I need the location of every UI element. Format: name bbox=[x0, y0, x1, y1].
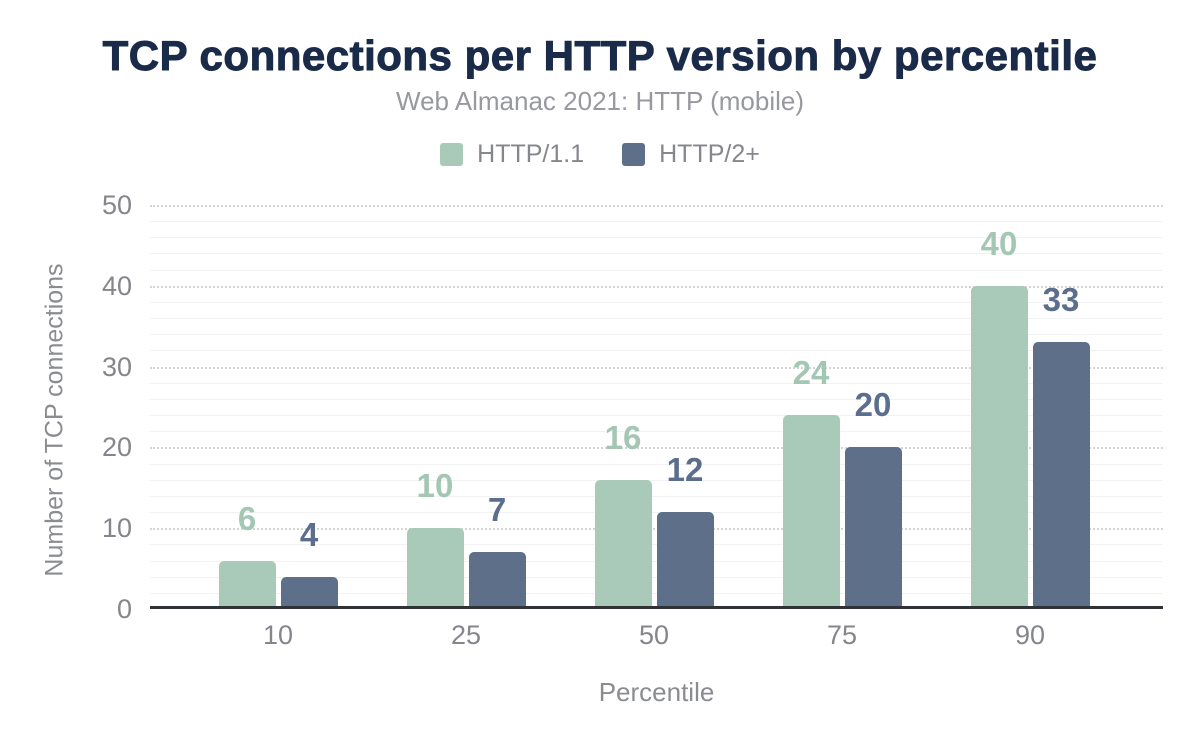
minor-gridline bbox=[150, 301, 1163, 303]
x-axis-title: Percentile bbox=[598, 677, 715, 707]
bar-http11-p50[interactable] bbox=[594, 479, 652, 609]
minor-gridline bbox=[150, 479, 1163, 481]
y-axis-tick-label-50: 50 bbox=[101, 190, 132, 220]
minor-gridline bbox=[150, 415, 1163, 417]
minor-gridline bbox=[150, 237, 1163, 239]
x-axis-tick-label-90: 90 bbox=[1014, 620, 1046, 650]
y-axis-tick-label-40: 40 bbox=[101, 270, 132, 301]
major-gridline bbox=[150, 447, 1163, 450]
minor-gridline bbox=[150, 382, 1163, 384]
x-axis-tick-label-25: 25 bbox=[450, 620, 482, 650]
minor-gridline bbox=[150, 269, 1163, 271]
legend-item-http11[interactable]: HTTP/1.1 bbox=[440, 140, 584, 169]
chart-subtitle: Web Almanac 2021: HTTP (mobile) bbox=[396, 86, 804, 116]
minor-gridline bbox=[150, 398, 1163, 400]
bar-value-label-http2-p10: 4 bbox=[299, 515, 319, 553]
legend-label: HTTP/1.1 bbox=[477, 140, 585, 168]
bar-value-label-http2-p25: 7 bbox=[487, 491, 507, 529]
minor-gridline bbox=[150, 495, 1163, 497]
x-axis-tick-label-50: 50 bbox=[638, 620, 670, 650]
legend-item-http2[interactable]: HTTP/2+ bbox=[622, 140, 760, 169]
legend: HTTP/1.1 HTTP/2+ bbox=[0, 140, 1200, 169]
major-gridline bbox=[150, 205, 1163, 207]
bar-value-label-http2-p90: 33 bbox=[1042, 281, 1080, 319]
bar-value-label-http11-p75: 24 bbox=[792, 354, 830, 392]
minor-gridline bbox=[150, 463, 1163, 465]
bar-http11-p10[interactable] bbox=[218, 560, 276, 609]
minor-gridline bbox=[150, 318, 1163, 320]
bar-value-label-http11-p25: 10 bbox=[416, 467, 454, 505]
bar-http2-p50[interactable] bbox=[656, 512, 714, 609]
minor-gridline bbox=[150, 221, 1163, 223]
y-axis-tick-label-30: 30 bbox=[101, 351, 132, 382]
bar-http11-p25[interactable] bbox=[406, 528, 464, 609]
bar-value-label-http2-p75: 20 bbox=[854, 386, 892, 424]
minor-gridline bbox=[150, 350, 1163, 352]
y-axis-tick-label-20: 20 bbox=[101, 432, 132, 463]
legend-label: HTTP/2+ bbox=[659, 140, 760, 168]
minor-gridline bbox=[150, 512, 1163, 514]
bar-value-label-http11-p10: 6 bbox=[237, 499, 257, 537]
chart-title: TCP connections per HTTP version by perc… bbox=[102, 32, 1098, 80]
minor-gridline bbox=[150, 334, 1163, 336]
y-axis-tick-label-0: 0 bbox=[116, 594, 132, 624]
bar-http2-p25[interactable] bbox=[468, 552, 526, 609]
bar-http11-p75[interactable] bbox=[782, 415, 840, 609]
x-axis-tick-label-75: 75 bbox=[826, 620, 858, 650]
plot-area: 6 4 10 7 16 12 24 20 40 33 bbox=[150, 205, 1163, 609]
major-gridline bbox=[150, 285, 1163, 288]
bar-value-label-http11-p90: 40 bbox=[980, 224, 1018, 262]
x-axis-tick-label-10: 10 bbox=[262, 620, 294, 650]
bar-http11-p90[interactable] bbox=[970, 285, 1028, 609]
minor-gridline bbox=[150, 253, 1163, 255]
y-axis-tick-label-10: 10 bbox=[101, 513, 132, 544]
bar-http2-p10[interactable] bbox=[280, 576, 338, 609]
x-axis-line bbox=[150, 606, 1163, 609]
bar-http2-p75[interactable] bbox=[844, 447, 902, 609]
bar-value-label-http2-p50: 12 bbox=[666, 451, 704, 489]
bar-value-label-http11-p50: 16 bbox=[604, 418, 642, 456]
major-gridline bbox=[150, 366, 1163, 369]
legend-swatch-http2 bbox=[622, 143, 646, 166]
legend-swatch-http11 bbox=[440, 143, 464, 166]
minor-gridline bbox=[150, 431, 1163, 433]
bar-http2-p90[interactable] bbox=[1032, 342, 1090, 609]
